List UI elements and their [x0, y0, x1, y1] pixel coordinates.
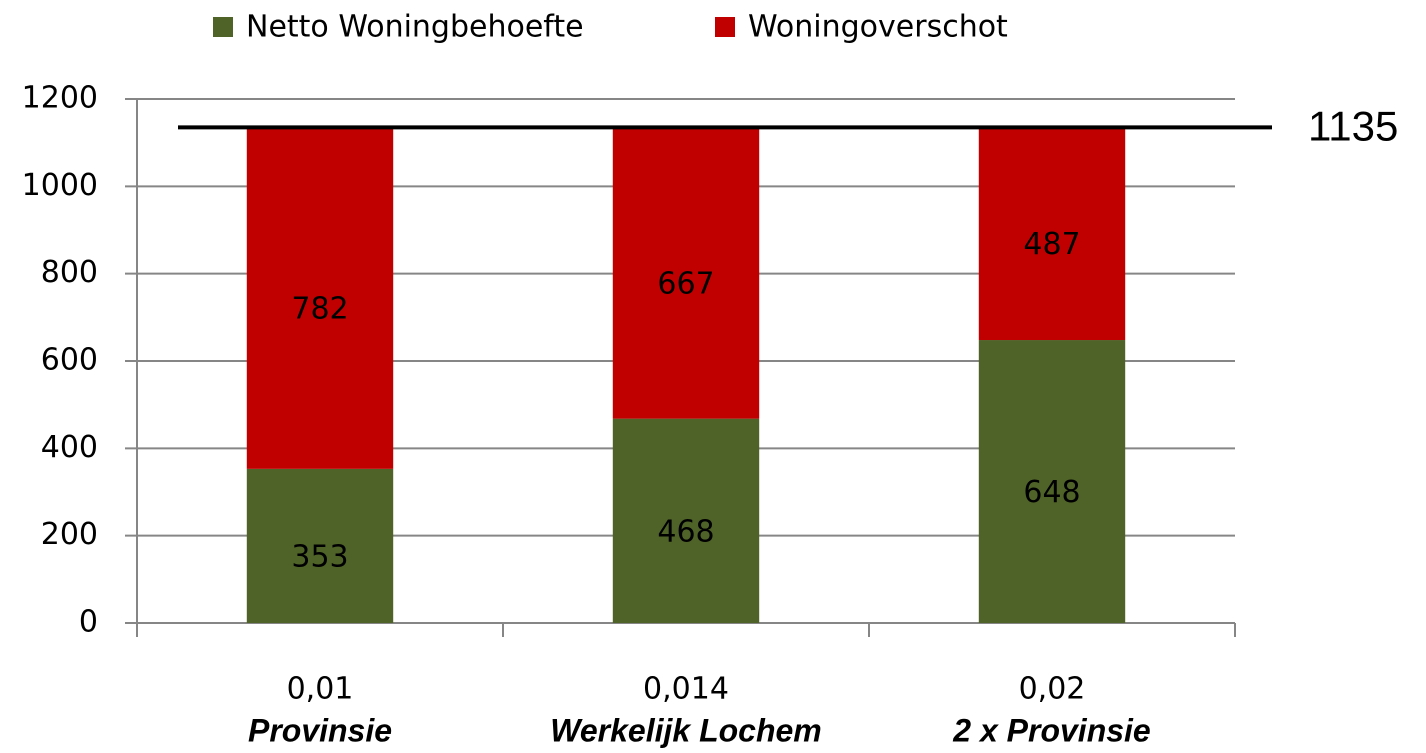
legend-swatch — [715, 17, 735, 37]
y-tick-label: 1000 — [22, 168, 98, 203]
y-tick-label: 800 — [41, 255, 98, 290]
bar-segment — [978, 127, 1126, 341]
reference-label: 1135 — [1308, 102, 1398, 149]
bar-segment — [612, 418, 760, 623]
bar-segment — [246, 127, 394, 469]
y-tick-label: 0 — [79, 605, 98, 640]
legend-swatch — [213, 17, 233, 37]
x-tick-label: 2 x Provinsie — [952, 712, 1150, 748]
x-tick-label: 0,014 — [643, 672, 729, 707]
bar-segment — [612, 127, 760, 419]
bar-segment — [246, 468, 394, 623]
data-label: 468 — [657, 514, 714, 549]
y-tick-label: 600 — [41, 343, 98, 378]
data-label: 648 — [1023, 475, 1080, 510]
data-label: 353 — [291, 539, 348, 574]
x-tick-label: Werkelijk Lochem — [550, 712, 822, 748]
y-tick-label: 1200 — [22, 81, 98, 116]
data-label: 487 — [1023, 227, 1080, 262]
data-label: 782 — [291, 292, 348, 327]
x-tick-label: Provinsie — [248, 712, 392, 748]
data-label: 667 — [657, 267, 714, 302]
y-tick-label: 400 — [41, 430, 98, 465]
y-tick-label: 200 — [41, 517, 98, 552]
x-tick-label: 0,01 — [287, 672, 354, 707]
legend-label: Woningoverschot — [748, 10, 1008, 45]
legend-label: Netto Woningbehoefte — [246, 10, 584, 45]
bar-segment — [978, 340, 1126, 623]
x-tick-label: 0,02 — [1019, 672, 1086, 707]
